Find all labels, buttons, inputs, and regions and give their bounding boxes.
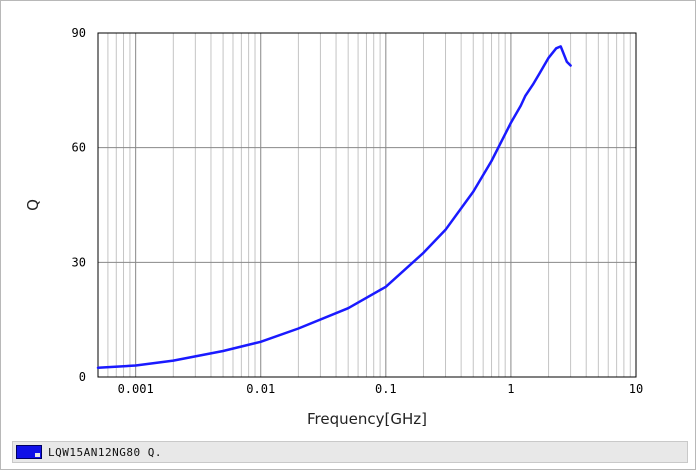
y-tick-label: 90	[72, 26, 86, 40]
series-line	[96, 45, 572, 370]
y-tick-label: 0	[79, 370, 86, 384]
legend-swatch[interactable]	[16, 445, 42, 459]
legend-label: LQW15AN12NG80 Q.	[48, 445, 162, 459]
x-tick-label: 10	[629, 382, 643, 396]
y-axis-title: Q	[24, 199, 42, 211]
y-tick-label: 60	[72, 141, 86, 155]
legend: LQW15AN12NG80 Q.	[12, 441, 688, 463]
x-tick-label: 0.1	[375, 382, 397, 396]
x-tick-label: 0.01	[246, 382, 275, 396]
x-tick-label: 0.001	[118, 382, 154, 396]
x-tick-label: 1	[507, 382, 514, 396]
plot-area-border	[97, 32, 637, 378]
y-tick-label: 30	[72, 255, 86, 269]
tick-labels: 0.001 0.01 0.1 1 10 0 30 60 90	[72, 26, 644, 396]
grid	[98, 33, 636, 377]
series-layer	[96, 45, 572, 370]
x-axis-title: Frequency[GHz]	[307, 410, 427, 428]
